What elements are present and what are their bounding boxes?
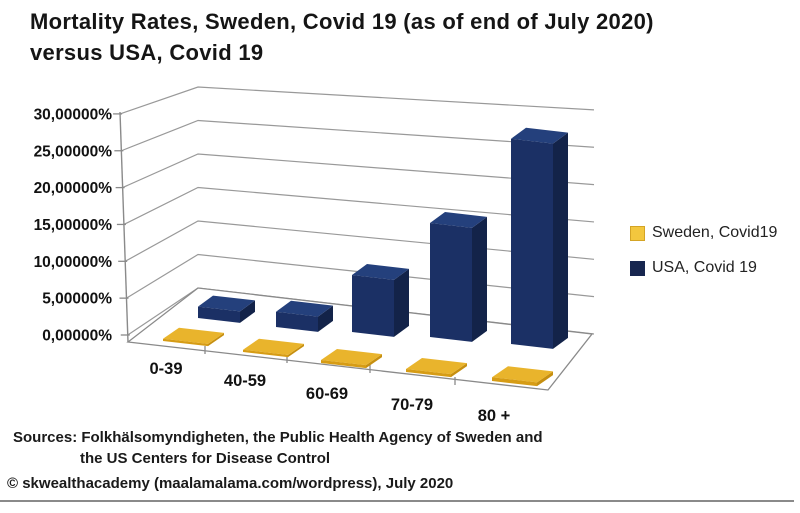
ytick-label-5pct: 5,00000% xyxy=(42,291,112,308)
category-label-70-79: 70-79 xyxy=(391,396,433,414)
bar-sweden-60-69-front-face xyxy=(321,359,366,369)
bar-sweden-70-79-top-face xyxy=(406,357,467,375)
bar-sweden-60-69-top-face xyxy=(321,348,382,366)
gridline-30pct xyxy=(119,86,595,115)
bar-usa-0-39-side-face xyxy=(240,300,255,323)
gridline-15pct xyxy=(123,186,595,225)
bar-usa-70-79-side-face xyxy=(472,216,487,342)
sweden-legend-label: Sweden, Covid19 xyxy=(652,224,778,241)
bar-sweden-40-59-top-face xyxy=(243,338,304,355)
sources-line1: Sources: Folkhälsomyndigheten, the Publi… xyxy=(13,429,543,446)
category-label-80: 80 + xyxy=(478,407,511,425)
sources-note: Sources: Folkhälsomyndigheten, the Publi… xyxy=(13,427,713,469)
bar-sweden-40-59-side-face xyxy=(288,343,304,358)
bar-sweden-60-69-side-face xyxy=(366,354,382,369)
bar-sweden-0-39-front-face xyxy=(163,338,208,347)
category-label-60-69: 60-69 xyxy=(306,385,348,403)
bar-usa-80-side-face xyxy=(553,132,568,349)
gridline-25pct xyxy=(121,119,595,152)
category-label-0-39: 0-39 xyxy=(149,360,182,378)
bar-usa-80-top-face xyxy=(511,127,568,144)
bar-usa-80-front-face xyxy=(511,138,553,349)
legend-item-sweden: Sweden, Covid19 xyxy=(630,224,795,242)
bar-usa-70-79-front-face xyxy=(430,223,472,342)
copyright-line: © skwealthacademy (maalamalama.com/wordp… xyxy=(7,475,454,492)
usa-legend-label: USA, Covid 19 xyxy=(652,259,757,276)
bar-usa-40-59-front-face xyxy=(276,311,318,332)
bar-sweden-80-front-face xyxy=(492,377,537,387)
sweden-legend-swatch xyxy=(630,225,645,241)
page-title-line2: versus USA, Covid 19 xyxy=(30,40,264,65)
legend-item-usa: USA, Covid 19 xyxy=(630,259,795,277)
bar-sweden-40-59-front-face xyxy=(243,349,288,358)
value-axis-line xyxy=(119,111,129,343)
sources-line2: the US Centers for Disease Control xyxy=(80,450,331,467)
bar-sweden-0-39-side-face xyxy=(208,332,224,347)
bottom-divider-line xyxy=(0,500,794,502)
bar-usa-40-59-side-face xyxy=(318,305,333,332)
mortality-3d-bar-chart: 0,00000% 5,00000% 10,00000% 15,00000% 20,000… xyxy=(34,86,595,425)
ytick-label-15pct: 15,00000% xyxy=(34,217,113,234)
page-title: Mortality Rates, Sweden, Covid 19 (as of… xyxy=(30,6,790,68)
gridline-20pct xyxy=(122,153,595,189)
bar-sweden-70-79-side-face xyxy=(451,363,467,378)
bar-sweden-80-top-face xyxy=(492,366,553,383)
bar-usa-0-39-front-face xyxy=(198,306,240,323)
ytick-label-30pct: 30,00000% xyxy=(34,106,113,123)
bar-usa-60-69-front-face xyxy=(352,275,394,337)
bar-usa-70-79-top-face xyxy=(430,212,487,228)
bar-usa-40-59-top-face xyxy=(276,300,333,317)
bar-usa-0-39-top-face xyxy=(198,295,255,312)
page-title-line1: Mortality Rates, Sweden, Covid 19 (as of… xyxy=(30,9,654,34)
ytick-label-25pct: 25,00000% xyxy=(34,143,113,160)
bar-sweden-0-39-top-face xyxy=(163,327,224,344)
bar-sweden-80-side-face xyxy=(537,371,553,387)
usa-legend-swatch xyxy=(630,260,645,276)
bar-usa-60-69-top-face xyxy=(352,264,409,280)
ytick-label-20pct: 20,00000% xyxy=(34,180,113,197)
category-label-40-59: 40-59 xyxy=(224,372,266,390)
bar-sweden-70-79-front-face xyxy=(406,368,451,378)
chart-legend: Sweden, Covid19 USA, Covid 19 xyxy=(630,224,795,294)
ytick-label-0pct: 0,00000% xyxy=(42,328,112,345)
bar-usa-60-69-side-face xyxy=(394,268,409,337)
ytick-label-10pct: 10,00000% xyxy=(34,254,113,271)
